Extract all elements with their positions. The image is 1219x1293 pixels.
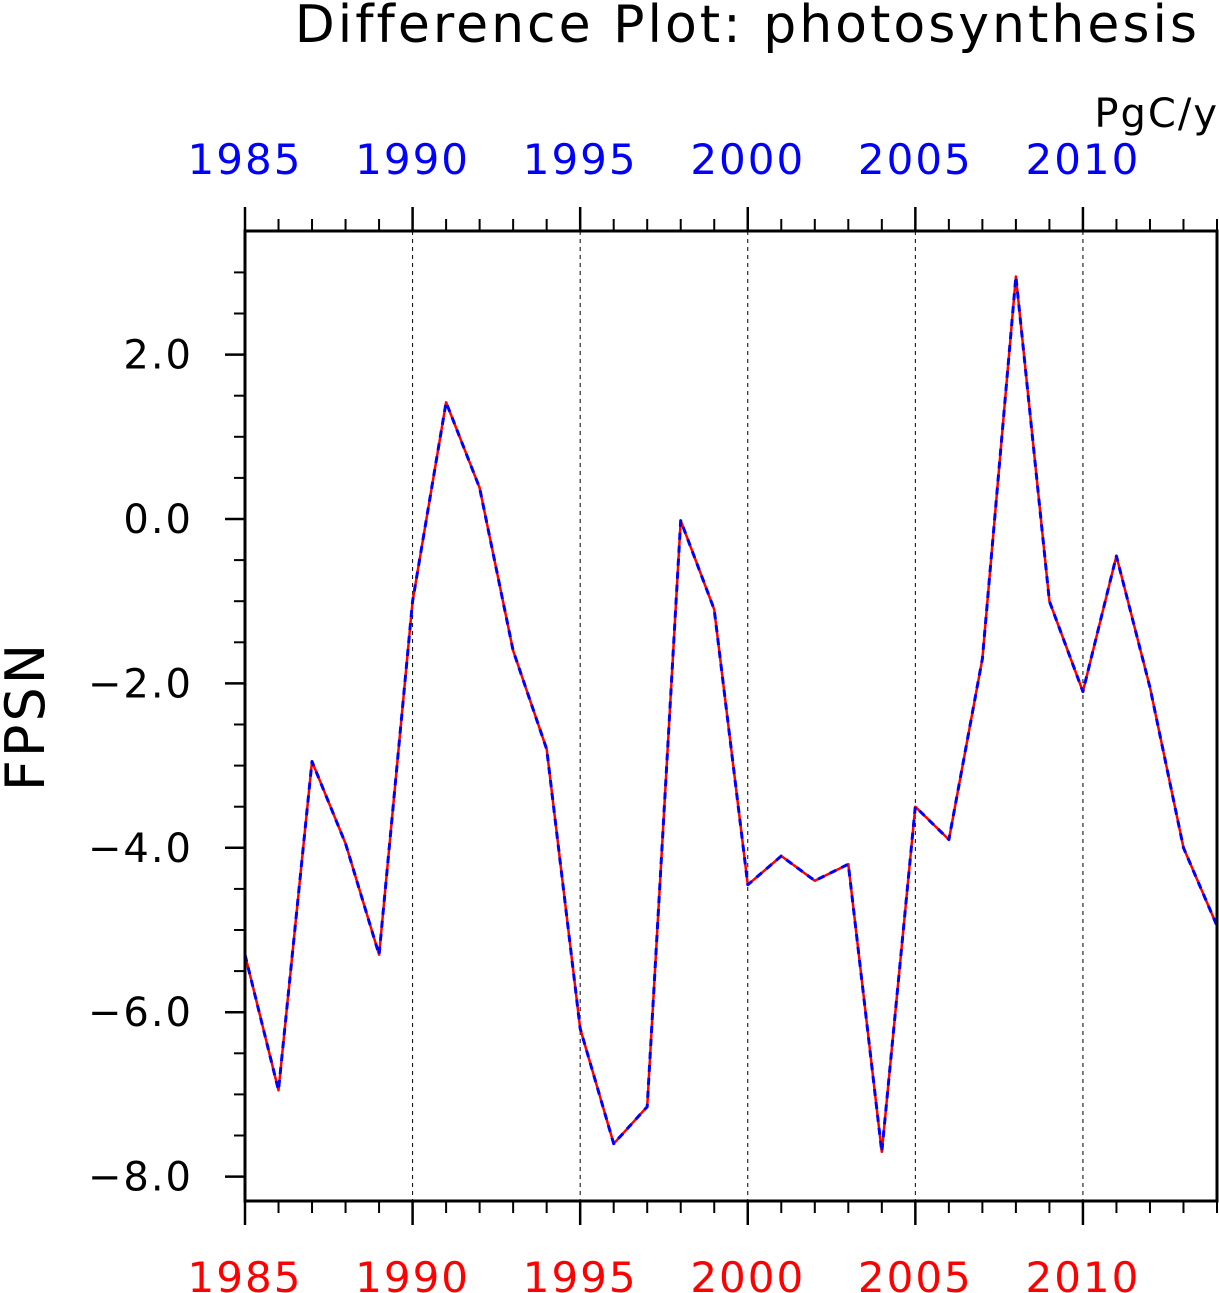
y-tick-label-2: −2.0 <box>88 661 193 707</box>
minor-ticks <box>234 219 1218 1213</box>
plot-frame <box>243 229 1219 1203</box>
top-x-tick-labels: 1985 1990 1995 2000 2005 2010 <box>188 135 1140 184</box>
series-line-1 <box>243 275 1219 1154</box>
y-tick-label-4: −6.0 <box>88 990 193 1036</box>
major-ticks <box>225 207 1085 1225</box>
y-tick-label-0: 2.0 <box>123 333 193 379</box>
grid-lines <box>412 231 1084 1201</box>
bottom-x-tick-labels: 1985 1990 1995 2000 2005 2010 <box>188 1253 1140 1293</box>
bottom-x-tick-label-3: 2000 <box>690 1253 805 1293</box>
data-series <box>243 275 1219 1154</box>
y-tick-label-5: −8.0 <box>88 1155 193 1201</box>
top-x-tick-label-3: 2000 <box>690 135 805 184</box>
bottom-x-tick-label-5: 2010 <box>1025 1253 1140 1293</box>
y-tick-labels: 2.0 0.0 −2.0 −4.0 −6.0 −8.0 <box>88 333 193 1201</box>
top-x-tick-label-0: 1985 <box>188 135 303 184</box>
chart-title: Difference Plot: photosynthesis <box>295 0 1200 55</box>
top-x-tick-label-2: 1995 <box>523 135 638 184</box>
y-axis-label: FPSN <box>0 641 57 791</box>
bottom-x-tick-label-1: 1990 <box>355 1253 470 1293</box>
series-line-0 <box>243 275 1219 1154</box>
top-x-tick-label-5: 2010 <box>1025 135 1140 184</box>
bottom-x-tick-label-0: 1985 <box>188 1253 303 1293</box>
bottom-x-tick-label-2: 1995 <box>523 1253 638 1293</box>
top-x-tick-label-4: 2005 <box>858 135 973 184</box>
units-label: PgC/y <box>1094 91 1219 137</box>
bottom-x-tick-label-4: 2005 <box>858 1253 973 1293</box>
y-tick-label-1: 0.0 <box>123 497 193 543</box>
y-tick-label-3: −4.0 <box>88 826 193 872</box>
top-x-tick-label-1: 1990 <box>355 135 470 184</box>
